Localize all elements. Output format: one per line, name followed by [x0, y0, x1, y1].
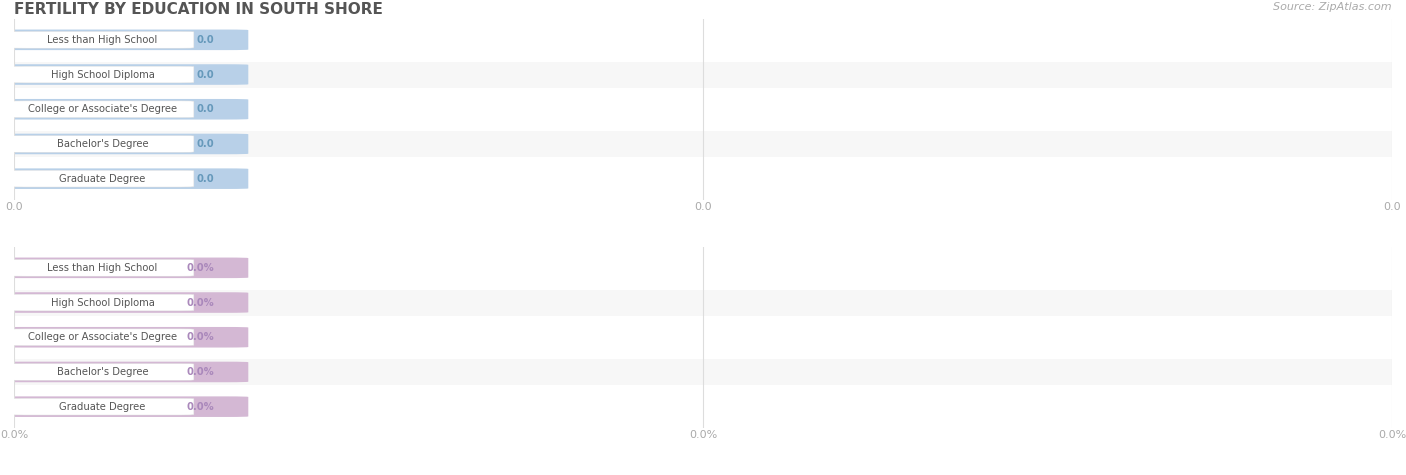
FancyBboxPatch shape [14, 359, 1392, 385]
Text: FERTILITY BY EDUCATION IN SOUTH SHORE: FERTILITY BY EDUCATION IN SOUTH SHORE [14, 2, 382, 18]
Text: High School Diploma: High School Diploma [51, 69, 155, 79]
Text: Source: ZipAtlas.com: Source: ZipAtlas.com [1274, 2, 1392, 12]
Text: 0.0%: 0.0% [186, 332, 214, 342]
FancyBboxPatch shape [11, 399, 194, 415]
FancyBboxPatch shape [14, 131, 1392, 157]
FancyBboxPatch shape [0, 169, 249, 189]
Text: Less than High School: Less than High School [48, 263, 157, 273]
FancyBboxPatch shape [11, 171, 194, 187]
Text: 0.0: 0.0 [197, 35, 214, 45]
FancyBboxPatch shape [11, 259, 194, 276]
FancyBboxPatch shape [14, 166, 1392, 192]
Text: 0.0%: 0.0% [186, 263, 214, 273]
FancyBboxPatch shape [14, 96, 1392, 122]
FancyBboxPatch shape [0, 64, 249, 85]
Text: College or Associate's Degree: College or Associate's Degree [28, 332, 177, 342]
FancyBboxPatch shape [14, 27, 1392, 53]
FancyBboxPatch shape [0, 361, 249, 382]
Text: 0.0%: 0.0% [186, 297, 214, 307]
FancyBboxPatch shape [14, 394, 1392, 420]
FancyBboxPatch shape [11, 66, 194, 83]
FancyBboxPatch shape [11, 135, 194, 152]
FancyBboxPatch shape [14, 324, 1392, 350]
Text: Graduate Degree: Graduate Degree [59, 174, 146, 184]
Text: College or Associate's Degree: College or Associate's Degree [28, 104, 177, 114]
Text: 0.0%: 0.0% [186, 367, 214, 377]
FancyBboxPatch shape [11, 363, 194, 380]
Text: Less than High School: Less than High School [48, 35, 157, 45]
Text: 0.0: 0.0 [197, 104, 214, 114]
Text: 0.0: 0.0 [197, 69, 214, 79]
Text: Bachelor's Degree: Bachelor's Degree [56, 139, 149, 149]
FancyBboxPatch shape [11, 31, 194, 48]
FancyBboxPatch shape [0, 327, 249, 348]
FancyBboxPatch shape [11, 329, 194, 346]
FancyBboxPatch shape [11, 294, 194, 311]
FancyBboxPatch shape [0, 29, 249, 50]
FancyBboxPatch shape [14, 255, 1392, 281]
Text: High School Diploma: High School Diploma [51, 297, 155, 307]
Text: Bachelor's Degree: Bachelor's Degree [56, 367, 149, 377]
Text: 0.0%: 0.0% [186, 402, 214, 412]
Text: 0.0: 0.0 [197, 139, 214, 149]
FancyBboxPatch shape [0, 133, 249, 154]
FancyBboxPatch shape [0, 397, 249, 417]
FancyBboxPatch shape [11, 101, 194, 118]
FancyBboxPatch shape [0, 99, 249, 120]
FancyBboxPatch shape [14, 62, 1392, 87]
Text: 0.0: 0.0 [197, 174, 214, 184]
FancyBboxPatch shape [14, 290, 1392, 315]
Text: Graduate Degree: Graduate Degree [59, 402, 146, 412]
FancyBboxPatch shape [0, 292, 249, 313]
FancyBboxPatch shape [0, 257, 249, 278]
